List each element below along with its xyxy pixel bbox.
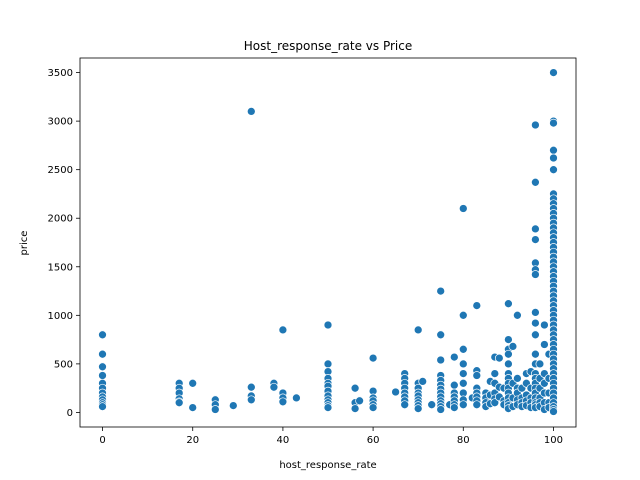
x-tick-label: 40 (277, 435, 290, 446)
data-point (458, 310, 468, 320)
data-point (368, 353, 378, 363)
data-point (531, 330, 540, 340)
data-point (504, 299, 513, 309)
data-point (458, 369, 468, 378)
data-point (549, 165, 558, 175)
data-point (508, 342, 518, 351)
data-point (513, 310, 522, 320)
x-axis-label: host_response_rate (279, 460, 376, 471)
data-point (98, 371, 107, 380)
data-point (531, 308, 540, 317)
data-point (531, 120, 540, 130)
data-point (246, 395, 256, 405)
data-point (413, 404, 423, 413)
data-point (350, 383, 360, 393)
data-point (246, 382, 256, 392)
data-point (188, 378, 198, 388)
data-point (269, 382, 279, 392)
data-point (368, 403, 378, 412)
data-point (458, 204, 468, 213)
data-point (549, 118, 558, 128)
x-tick-label: 0 (99, 435, 105, 446)
data-point (549, 145, 558, 155)
data-point (350, 404, 360, 413)
data-point (174, 398, 184, 408)
data-point (278, 397, 288, 407)
data-point (504, 335, 513, 344)
data-point (531, 349, 540, 359)
data-point (246, 107, 256, 116)
data-point (458, 400, 468, 410)
data-point (490, 369, 500, 378)
data-point (355, 396, 364, 406)
data-point (436, 286, 446, 296)
data-point (436, 355, 446, 365)
data-point (98, 349, 107, 359)
data-point (472, 371, 482, 380)
y-tick-label: 0 (67, 408, 73, 419)
data-point (413, 325, 423, 335)
y-axis-ticks: 0 500 1000 1500 2000 2500 3000 3500 (48, 68, 80, 419)
data-point (449, 352, 459, 362)
data-point (292, 393, 301, 403)
y-tick-label: 3000 (48, 117, 73, 128)
data-point (98, 330, 107, 340)
data-point (210, 405, 220, 414)
data-point (427, 400, 437, 410)
data-point (472, 301, 482, 310)
data-point (278, 325, 288, 335)
x-tick-label: 60 (367, 435, 380, 446)
data-point (535, 359, 545, 369)
x-tick-label: 80 (457, 435, 470, 446)
data-point (98, 362, 107, 372)
data-point (549, 153, 558, 163)
data-point (531, 318, 540, 328)
data-point (188, 403, 198, 412)
chart-title: Host_response_rate vs Price (244, 39, 412, 53)
data-point (323, 359, 333, 369)
y-tick-label: 2500 (48, 165, 73, 176)
data-point (549, 68, 558, 77)
y-tick-label: 2000 (48, 214, 73, 225)
data-point (494, 353, 504, 363)
data-point (418, 377, 428, 386)
y-axis-label: price (19, 231, 30, 256)
plot-frame (79, 57, 577, 428)
data-point (513, 374, 522, 383)
x-axis-ticks: 0 20 40 60 80 100 (99, 427, 563, 446)
x-tick-label: 100 (544, 435, 563, 446)
data-point (436, 330, 446, 340)
data-point (458, 359, 468, 369)
data-point (449, 380, 459, 390)
data-point (323, 320, 333, 330)
data-point (490, 398, 500, 408)
data-point (391, 387, 400, 397)
data-point (400, 400, 410, 410)
data-point (504, 359, 513, 369)
data-point (531, 177, 540, 187)
data-point (472, 400, 482, 410)
data-point (549, 407, 558, 416)
data-point (540, 340, 549, 349)
y-tick-label: 1000 (48, 311, 73, 322)
data-point (228, 401, 238, 410)
x-tick-label: 20 (186, 435, 199, 446)
data-point (458, 344, 468, 354)
data-point (540, 320, 549, 330)
data-point (449, 403, 459, 412)
y-tick-label: 3500 (48, 68, 73, 79)
data-point (436, 405, 446, 414)
data-points (98, 68, 558, 416)
data-point (323, 403, 333, 412)
data-point (531, 224, 540, 234)
data-point (504, 349, 513, 359)
data-point (531, 270, 540, 279)
y-tick-label: 500 (54, 359, 73, 370)
y-tick-label: 1500 (48, 262, 73, 273)
data-point (531, 235, 540, 244)
data-point (458, 378, 468, 388)
data-point (98, 402, 107, 411)
